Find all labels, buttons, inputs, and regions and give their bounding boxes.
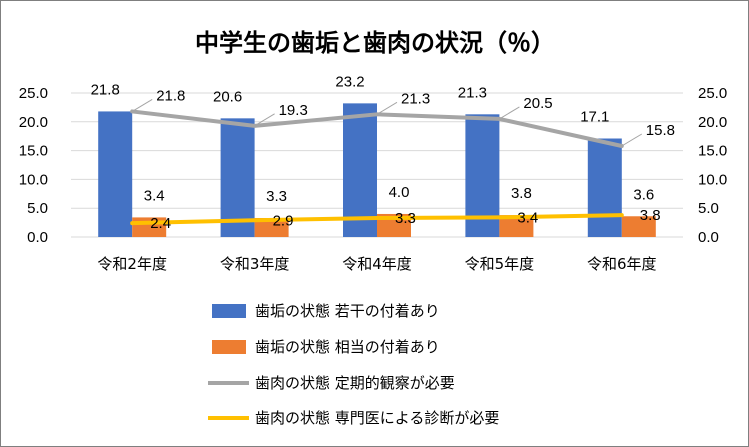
leader-line (499, 106, 520, 120)
y-tick-label-left: 10.0 (19, 171, 48, 188)
bar (254, 217, 289, 237)
bar-data-label: 4.0 (389, 184, 410, 201)
legend-label: 歯垢の状態 相当の付着あり (255, 338, 440, 356)
chart-title: 中学生の歯垢と歯肉の状況（％） (195, 29, 555, 57)
x-tick-label: 令和3年度 (220, 255, 290, 273)
line-data-label: 3.3 (395, 210, 416, 227)
y-tick-label-left: 0.0 (27, 229, 48, 246)
legend-label: 歯垢の状態 若干の付着あり (255, 302, 440, 320)
bar-data-label: 3.6 (633, 186, 654, 203)
legend-label: 歯肉の状態 定期的観察が必要 (255, 374, 455, 392)
data-labels: 21.8 20.6 23.2 21.3 17.1 3.4 3.3 4.0 3.8 3.6 21.8 1… (91, 73, 675, 232)
y-tick-label-left: 25.0 (19, 85, 48, 102)
line-data-label: 21.8 (156, 87, 185, 104)
x-tick-label: 令和2年度 (97, 255, 167, 273)
y-tick-label-left: 15.0 (19, 143, 48, 160)
leader-line (621, 133, 643, 147)
y-tick-label-left: 5.0 (27, 200, 48, 217)
bar-data-label: 20.6 (213, 88, 242, 105)
bar-data-label: 3.4 (144, 187, 165, 204)
x-tick-label: 令和6年度 (587, 255, 657, 273)
legend-swatch (212, 340, 246, 354)
bar (343, 103, 377, 237)
line-data-label: 2.4 (150, 215, 171, 232)
bar (220, 118, 255, 237)
bar (621, 216, 656, 237)
y-tick-label-right: 15.0 (698, 143, 727, 160)
bar (587, 138, 622, 237)
legend-item[interactable]: 歯垢の状態 若干の付着あり (212, 302, 440, 320)
legend-item[interactable]: 歯垢の状態 相当の付着あり (212, 338, 440, 356)
bar-data-label: 21.3 (458, 84, 487, 101)
y-tick-label-right: 5.0 (698, 200, 719, 217)
bar-data-label: 21.8 (91, 81, 120, 98)
y-tick-label-left: 20.0 (19, 114, 48, 131)
x-tick-label: 令和5年度 (465, 255, 535, 273)
axes: 0.0 0.0 5.0 5.0 10.0 10.0 15.0 15.0 20.0 20.0 25.0… (19, 85, 727, 273)
leader-line (376, 101, 398, 115)
line-data-label: 19.3 (279, 102, 308, 119)
line-data-label: 3.8 (640, 207, 661, 224)
leader-line (254, 113, 275, 127)
y-tick-label-right: 0.0 (698, 229, 719, 246)
bar-data-label: 23.2 (335, 73, 364, 90)
line-data-label: 2.9 (273, 212, 294, 229)
legend-item[interactable]: 歯肉の状態 専門医による診断が必要 (208, 409, 499, 427)
y-tick-label-right: 25.0 (698, 85, 727, 102)
line-data-label: 3.4 (517, 209, 538, 226)
legend-item[interactable]: 歯肉の状態 定期的観察が必要 (208, 374, 455, 392)
bar-data-label: 3.3 (266, 188, 287, 205)
bar (98, 111, 133, 237)
bar-data-label: 3.8 (511, 185, 532, 202)
x-tick-label: 令和4年度 (342, 255, 412, 273)
line-data-label: 21.3 (401, 90, 430, 107)
y-tick-label-right: 10.0 (698, 171, 727, 188)
y-tick-label-right: 20.0 (698, 114, 727, 131)
bar-data-label: 17.1 (580, 109, 609, 126)
legend-swatch (212, 304, 246, 318)
line-data-label: 15.8 (646, 122, 675, 139)
bar (499, 215, 534, 237)
leader-line (131, 99, 153, 112)
bars (98, 103, 656, 237)
legend-label: 歯肉の状態 専門医による診断が必要 (255, 409, 499, 427)
line-data-label: 20.5 (523, 95, 552, 112)
